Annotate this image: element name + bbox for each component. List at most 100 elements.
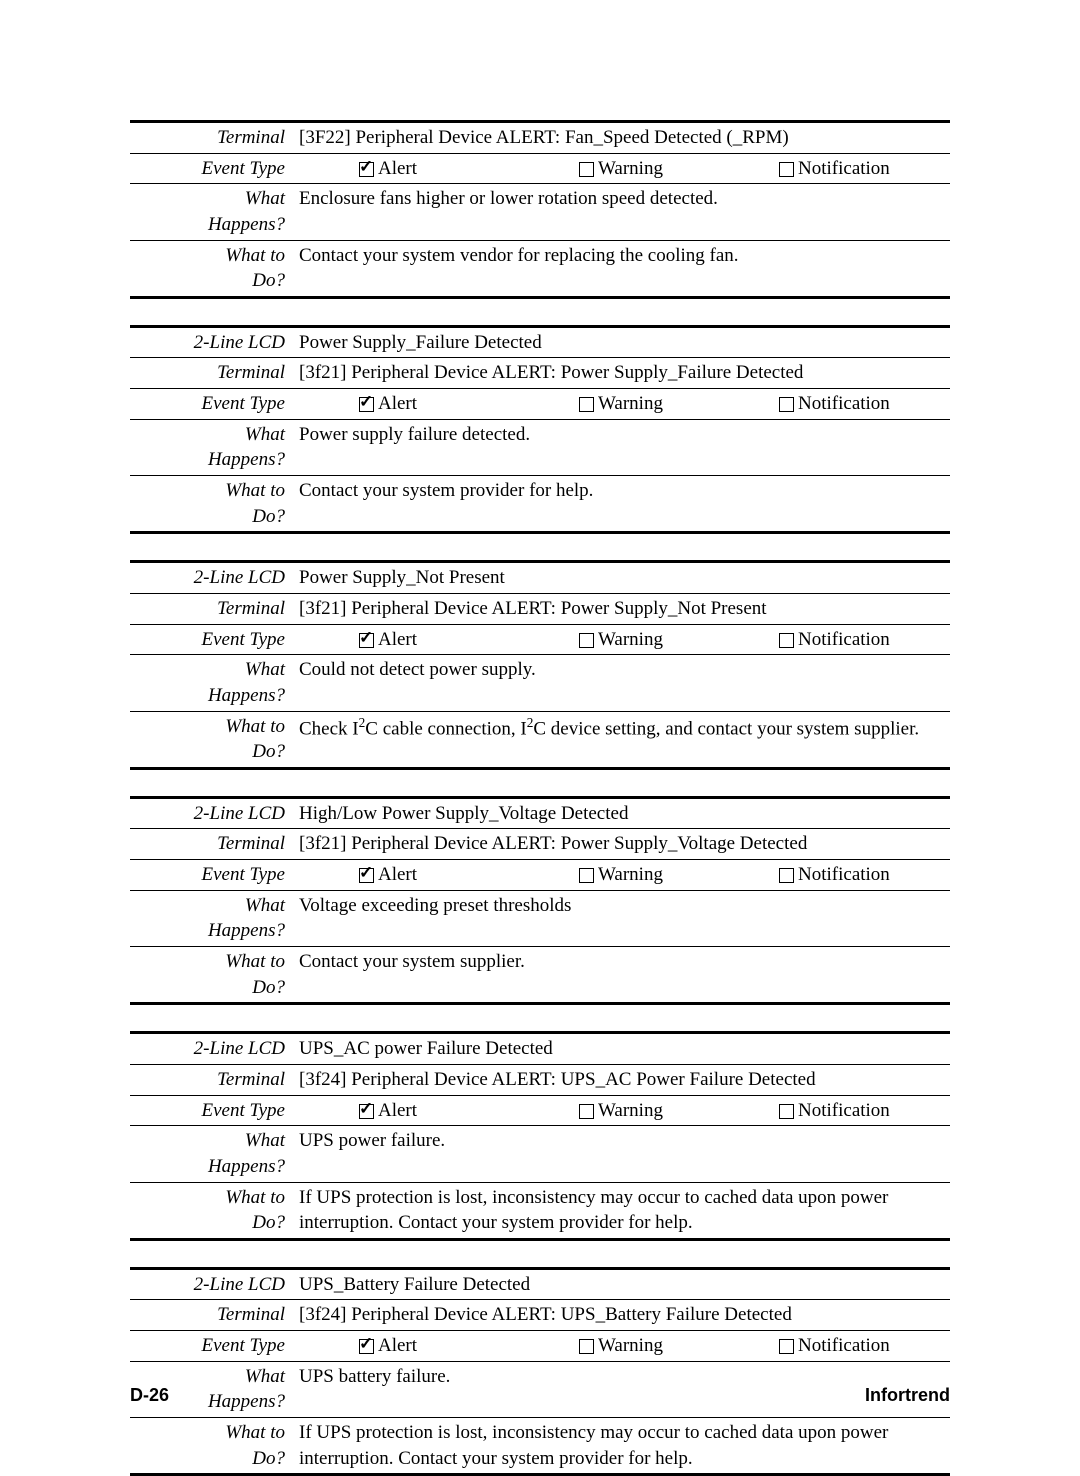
- value-what-to-do: Check I2C cable connection, I2C device s…: [293, 712, 950, 767]
- row-terminal: Terminal [3f21] Peripheral Device ALERT:…: [130, 594, 950, 625]
- footer-page-number: D-26: [130, 1385, 169, 1406]
- row-what-happens: WhatHappens? Enclosure fans higher or lo…: [130, 184, 950, 240]
- label-what-to-do: What toDo?: [130, 1418, 293, 1473]
- label-terminal: Terminal: [130, 1300, 293, 1330]
- value-what-happens: UPS power failure.: [293, 1126, 950, 1181]
- label-event-type: Event Type: [130, 625, 293, 655]
- value-2line-lcd: UPS_Battery Failure Detected: [293, 1270, 950, 1300]
- value-terminal: [3f21] Peripheral Device ALERT: Power Su…: [293, 829, 950, 859]
- value-what-to-do: If UPS protection is lost, inconsistency…: [293, 1418, 950, 1473]
- value-2line-lcd: Power Supply_Not Present: [293, 563, 950, 593]
- value-terminal: [3F22] Peripheral Device ALERT: Fan_Spee…: [293, 123, 950, 153]
- label-terminal: Terminal: [130, 123, 293, 153]
- label-what-happens: WhatHappens?: [130, 420, 293, 475]
- value-event-type: Alert Warning Notification: [293, 860, 950, 890]
- label-terminal: Terminal: [130, 594, 293, 624]
- event-type-warning: Warning: [579, 627, 779, 653]
- row-what-to-do: What toDo? Contact your system provider …: [130, 476, 950, 531]
- row-2line-lcd: 2-Line LCD UPS_Battery Failure Detected: [130, 1270, 950, 1301]
- row-what-happens: WhatHappens? Could not detect power supp…: [130, 655, 950, 711]
- event-type-notification: Notification: [779, 862, 890, 888]
- value-terminal: [3f24] Peripheral Device ALERT: UPS_Batt…: [293, 1300, 950, 1330]
- checkbox-notification-icon: [779, 1339, 794, 1354]
- value-event-type: Alert Warning Notification: [293, 625, 950, 655]
- page: Terminal [3F22] Peripheral Device ALERT:…: [0, 0, 1080, 1476]
- row-event-type: Event Type Alert Warning Notification: [130, 625, 950, 656]
- checkbox-alert-icon: [359, 1339, 374, 1354]
- event-type-alert: Alert: [299, 627, 579, 653]
- footer-brand: Infortrend: [865, 1385, 950, 1406]
- event-block: 2-Line LCD UPS_Battery Failure Detected …: [130, 1267, 950, 1476]
- row-2line-lcd: 2-Line LCD High/Low Power Supply_Voltage…: [130, 799, 950, 830]
- event-block: Terminal [3F22] Peripheral Device ALERT:…: [130, 120, 950, 299]
- label-2line-lcd: 2-Line LCD: [130, 563, 293, 593]
- checkbox-alert-icon: [359, 397, 374, 412]
- checkbox-notification-icon: [779, 397, 794, 412]
- event-type-alert: Alert: [299, 862, 579, 888]
- row-what-to-do: What toDo? Check I2C cable connection, I…: [130, 712, 950, 767]
- value-what-happens: Power supply failure detected.: [293, 420, 950, 475]
- label-what-happens: WhatHappens?: [130, 1126, 293, 1181]
- event-block: 2-Line LCD UPS_AC power Failure Detected…: [130, 1031, 950, 1240]
- value-2line-lcd: High/Low Power Supply_Voltage Detected: [293, 799, 950, 829]
- page-footer: D-26 Infortrend: [130, 1385, 950, 1406]
- value-what-to-do: Contact your system supplier.: [293, 947, 950, 1002]
- row-event-type: Event Type Alert Warning Notification: [130, 860, 950, 891]
- event-type-alert: Alert: [299, 391, 579, 417]
- event-type-warning: Warning: [579, 156, 779, 182]
- row-terminal: Terminal [3f21] Peripheral Device ALERT:…: [130, 829, 950, 860]
- label-what-to-do: What toDo?: [130, 476, 293, 531]
- label-event-type: Event Type: [130, 860, 293, 890]
- row-2line-lcd: 2-Line LCD Power Supply_Not Present: [130, 563, 950, 594]
- row-2line-lcd: 2-Line LCD Power Supply_Failure Detected: [130, 328, 950, 359]
- row-what-to-do: What toDo? If UPS protection is lost, in…: [130, 1418, 950, 1473]
- value-what-to-do: If UPS protection is lost, inconsistency…: [293, 1183, 950, 1238]
- value-event-type: Alert Warning Notification: [293, 1096, 950, 1126]
- event-type-notification: Notification: [779, 391, 890, 417]
- checkbox-notification-icon: [779, 633, 794, 648]
- value-what-to-do: Contact your system vendor for replacing…: [293, 241, 950, 296]
- value-what-to-do: Contact your system provider for help.: [293, 476, 950, 531]
- value-event-type: Alert Warning Notification: [293, 389, 950, 419]
- label-what-happens: WhatHappens?: [130, 184, 293, 239]
- checkbox-notification-icon: [779, 162, 794, 177]
- value-terminal: [3f21] Peripheral Device ALERT: Power Su…: [293, 594, 950, 624]
- value-event-type: Alert Warning Notification: [293, 154, 950, 184]
- value-terminal: [3f24] Peripheral Device ALERT: UPS_AC P…: [293, 1065, 950, 1095]
- row-event-type: Event Type Alert Warning Notification: [130, 1096, 950, 1127]
- value-2line-lcd: UPS_AC power Failure Detected: [293, 1034, 950, 1064]
- event-type-notification: Notification: [779, 627, 890, 653]
- value-2line-lcd: Power Supply_Failure Detected: [293, 328, 950, 358]
- value-what-happens: Could not detect power supply.: [293, 655, 950, 710]
- checkbox-notification-icon: [779, 868, 794, 883]
- event-type-warning: Warning: [579, 862, 779, 888]
- label-what-happens: WhatHappens?: [130, 891, 293, 946]
- value-terminal: [3f21] Peripheral Device ALERT: Power Su…: [293, 358, 950, 388]
- row-what-happens: WhatHappens? Power supply failure detect…: [130, 420, 950, 476]
- value-event-type: Alert Warning Notification: [293, 1331, 950, 1361]
- label-what-to-do: What toDo?: [130, 241, 293, 296]
- label-event-type: Event Type: [130, 1096, 293, 1126]
- event-type-warning: Warning: [579, 391, 779, 417]
- label-terminal: Terminal: [130, 1065, 293, 1095]
- label-2line-lcd: 2-Line LCD: [130, 1034, 293, 1064]
- label-what-to-do: What toDo?: [130, 712, 293, 767]
- row-what-to-do: What toDo? Contact your system supplier.: [130, 947, 950, 1002]
- checkbox-warning-icon: [579, 633, 594, 648]
- label-event-type: Event Type: [130, 1331, 293, 1361]
- value-what-happens: Voltage exceeding preset thresholds: [293, 891, 950, 946]
- label-2line-lcd: 2-Line LCD: [130, 799, 293, 829]
- event-type-alert: Alert: [299, 1333, 579, 1359]
- label-2line-lcd: 2-Line LCD: [130, 328, 293, 358]
- checkbox-alert-icon: [359, 1104, 374, 1119]
- value-what-happens: Enclosure fans higher or lower rotation …: [293, 184, 950, 239]
- row-terminal: Terminal [3f21] Peripheral Device ALERT:…: [130, 358, 950, 389]
- checkbox-warning-icon: [579, 1339, 594, 1354]
- label-event-type: Event Type: [130, 389, 293, 419]
- event-type-notification: Notification: [779, 156, 890, 182]
- event-type-notification: Notification: [779, 1333, 890, 1359]
- label-terminal: Terminal: [130, 358, 293, 388]
- checkbox-warning-icon: [579, 868, 594, 883]
- checkbox-alert-icon: [359, 162, 374, 177]
- event-type-alert: Alert: [299, 1098, 579, 1124]
